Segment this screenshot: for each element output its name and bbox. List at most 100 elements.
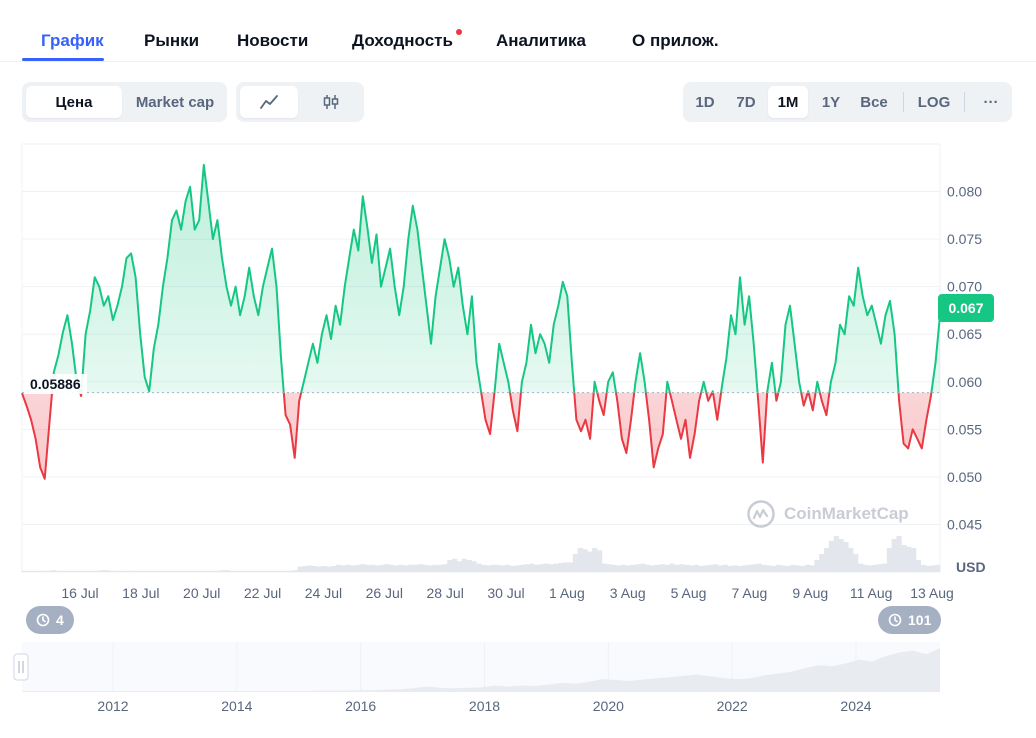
- volume-bar: [843, 542, 849, 572]
- range-all-button[interactable]: Все: [860, 93, 888, 111]
- volume-bar: [819, 554, 825, 572]
- volume-bar: [220, 570, 226, 572]
- volume-bar: [587, 551, 593, 572]
- baseline-value-label: 0.05886: [24, 374, 87, 394]
- volume-bar: [766, 565, 772, 572]
- volume-bar: [693, 564, 699, 572]
- volume-bar: [596, 550, 603, 572]
- line-chart-button[interactable]: [240, 86, 298, 118]
- volume-bar: [195, 570, 202, 572]
- range-navigator[interactable]: 2012 2014 2016 2018 2020 2022 2024: [0, 640, 1036, 738]
- volume-bar: [84, 570, 91, 572]
- tab-chart[interactable]: График: [41, 31, 104, 50]
- y-axis-labels: 0.080 0.075 0.070 0.065 0.060 0.055 0.050 0.045: [947, 184, 982, 533]
- separator: [964, 92, 965, 112]
- tab-markets[interactable]: Рынки: [144, 31, 200, 50]
- volume-bar: [137, 570, 144, 572]
- volume-bar: [659, 564, 665, 572]
- volume-bar: [181, 570, 187, 572]
- volume-bar: [824, 548, 830, 572]
- volume-bar: [331, 566, 337, 572]
- volume-bar: [94, 570, 100, 572]
- volume-bar: [616, 565, 622, 572]
- watermark-text: CoinMarketCap: [784, 504, 909, 523]
- range-7d-button[interactable]: 7D: [736, 93, 756, 111]
- volume-bar: [867, 565, 873, 572]
- volume-bar: [234, 570, 240, 572]
- volume-bar: [727, 566, 733, 572]
- range-1y-button[interactable]: 1Y: [821, 93, 841, 111]
- area-above-baseline: [22, 163, 941, 393]
- log-button[interactable]: LOG: [917, 93, 951, 111]
- volume-bar: [567, 562, 574, 572]
- volume-bar: [157, 570, 163, 572]
- volume-bar: [828, 540, 835, 572]
- price-line-up: [51, 163, 941, 393]
- volume-bar: [229, 570, 235, 572]
- volume-bar: [848, 548, 854, 572]
- volume-bar: [795, 565, 801, 572]
- history-icon: [36, 613, 50, 627]
- market-cap-button[interactable]: Market cap: [135, 93, 215, 111]
- volume-bar: [46, 570, 52, 572]
- volume-bar: [447, 560, 453, 572]
- volume-bar: [461, 558, 467, 572]
- price-button[interactable]: Цена: [26, 86, 122, 118]
- price-chart[interactable]: 0.080 0.075 0.070 0.065 0.060 0.055 0.050 0.045…: [0, 140, 1036, 615]
- volume-bar: [698, 566, 704, 572]
- tab-yield[interactable]: Доходность: [352, 31, 453, 50]
- volume-bar: [55, 570, 62, 572]
- volume-bar: [307, 565, 313, 572]
- volume-bar: [360, 564, 366, 572]
- volume-bar: [253, 570, 260, 572]
- more-options-button[interactable]: ···: [983, 93, 999, 111]
- volume-bar: [906, 546, 912, 572]
- volume-bar: [297, 566, 303, 572]
- x-tick-label: 3 Aug: [610, 585, 646, 601]
- volume-bar: [292, 570, 298, 572]
- volume-bar: [872, 564, 878, 572]
- volume-bar: [708, 564, 714, 572]
- history-left-badge[interactable]: 4: [26, 606, 74, 634]
- volume-bar: [466, 560, 472, 572]
- volume-bar: [901, 545, 907, 572]
- volume-bar: [481, 564, 487, 572]
- volume-bar: [756, 563, 762, 572]
- volume-bar: [423, 564, 429, 572]
- line-chart-icon: [260, 95, 278, 109]
- x-tick-label: 11 Aug: [850, 585, 893, 601]
- navigator-handle-left[interactable]: [13, 653, 29, 681]
- volume-bar: [838, 539, 844, 572]
- tab-analytics[interactable]: Аналитика: [496, 31, 586, 50]
- volume-bar: [737, 566, 743, 572]
- volume-bar: [60, 570, 66, 572]
- volume-bar: [311, 566, 318, 572]
- volume-bar: [205, 570, 211, 572]
- volume-bar: [925, 566, 931, 572]
- range-1d-button[interactable]: 1D: [695, 93, 715, 111]
- candlestick-button[interactable]: [302, 86, 360, 118]
- volume-bar: [877, 564, 883, 572]
- x-tick-label: 7 Aug: [732, 585, 768, 601]
- volume-bar: [75, 570, 81, 572]
- volume-bar: [669, 563, 675, 572]
- volume-bar: [65, 570, 71, 572]
- volume-bar: [365, 564, 371, 572]
- volume-bar: [514, 565, 521, 572]
- watermark: CoinMarketCap: [746, 499, 909, 529]
- range-1m-button[interactable]: 1M: [768, 86, 808, 118]
- candlestick-icon: [323, 95, 339, 109]
- volume-bar: [814, 560, 820, 572]
- volume-bar: [302, 566, 308, 572]
- y-tick-label: 0.070: [947, 279, 982, 295]
- y-tick-label: 0.055: [947, 421, 982, 437]
- history-right-badge[interactable]: 101: [878, 606, 942, 634]
- tab-news[interactable]: Новости: [237, 31, 309, 50]
- navigator-year-label: 2020: [593, 698, 624, 714]
- volume-bar: [770, 566, 777, 572]
- metric-toggle: Цена Market cap: [22, 82, 227, 122]
- volume-bar: [886, 548, 893, 572]
- volume-bar: [142, 570, 149, 572]
- tab-about[interactable]: О прилож.: [632, 31, 719, 50]
- volume-bar: [403, 565, 409, 572]
